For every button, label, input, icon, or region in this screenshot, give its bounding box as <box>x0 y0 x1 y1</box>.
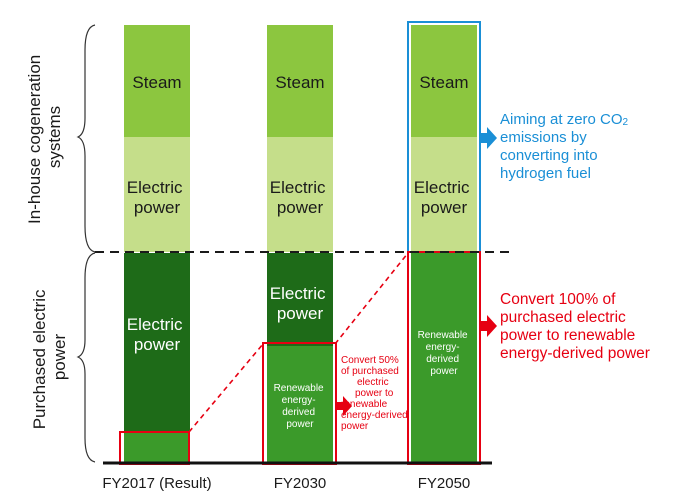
fy2030-renewable-segment <box>267 346 333 462</box>
connector-fy2017-to-fy2030 <box>188 343 264 433</box>
blue-arrow-icon <box>480 127 497 149</box>
fy2017-renewable-segment <box>124 431 190 462</box>
fy2030-purchased-power-label: Electric power <box>270 284 330 323</box>
red-arrow-icon <box>336 396 352 416</box>
fy2030-cogen-power-label: Electric power <box>270 178 330 217</box>
convert-50-note: Convert 50% of purchased electric power … <box>336 355 411 432</box>
fy2017-cogen-power-segment <box>124 137 190 252</box>
convert-100-text: Convert 100% of purchased electric power… <box>500 291 650 362</box>
fy2050-renewable-segment <box>411 253 477 462</box>
red-arrow-icon <box>480 315 497 337</box>
connector-fy2030-to-fy2050 <box>334 252 409 345</box>
hydrogen-text: Aiming at zero CO2 emissions by converti… <box>500 111 632 182</box>
fy2030-steam-segment <box>267 25 333 137</box>
fy2017-cogen-power-label: Electric power <box>127 178 187 217</box>
convert-50-text: Convert 50% of purchased electric power … <box>341 355 411 432</box>
fy2050-cogen-power-label: Electric power <box>414 178 474 217</box>
xlabel-fy2017: FY2017 (Result) <box>102 475 211 492</box>
column-fy2050: Steam Electric power Renewable energy- d… <box>407 21 481 465</box>
fy2050-cogen-power-segment <box>411 137 477 252</box>
xlabel-fy2030: FY2030 <box>274 475 327 492</box>
column-fy2030: Steam Electric power Electric power Rene… <box>262 25 337 465</box>
fy2050-steam-label: Steam <box>419 73 468 92</box>
fy2017-steam-segment <box>124 25 190 137</box>
fy2030-steam-label: Steam <box>275 73 324 92</box>
fy2030-renewable-label: Renewable energy- derived power <box>274 383 327 430</box>
fy2030-purchased-power-segment <box>267 253 333 346</box>
fy2050-steam-segment <box>411 25 477 137</box>
side-label-purchased-power: Purchased electric power <box>30 285 69 430</box>
hydrogen-note: Aiming at zero CO2 emissions by converti… <box>480 111 632 182</box>
fy2017-steam-label: Steam <box>132 73 181 92</box>
fy2017-purchased-power-segment <box>124 253 190 431</box>
side-label-cogeneration: In-house cogeneration systems <box>25 50 64 224</box>
fy2017-purchased-power-label: Electric power <box>127 315 187 354</box>
lower-brace <box>76 252 96 463</box>
xlabel-fy2050: FY2050 <box>418 475 471 492</box>
convert-100-note: Convert 100% of purchased electric power… <box>480 291 650 362</box>
fy2030-cogen-power-segment <box>267 137 333 252</box>
fy2050-renewable-label: Renewable energy- derived power <box>418 330 471 377</box>
column-fy2017: Steam Electric power Electric power <box>119 25 190 465</box>
upper-brace <box>76 24 96 253</box>
